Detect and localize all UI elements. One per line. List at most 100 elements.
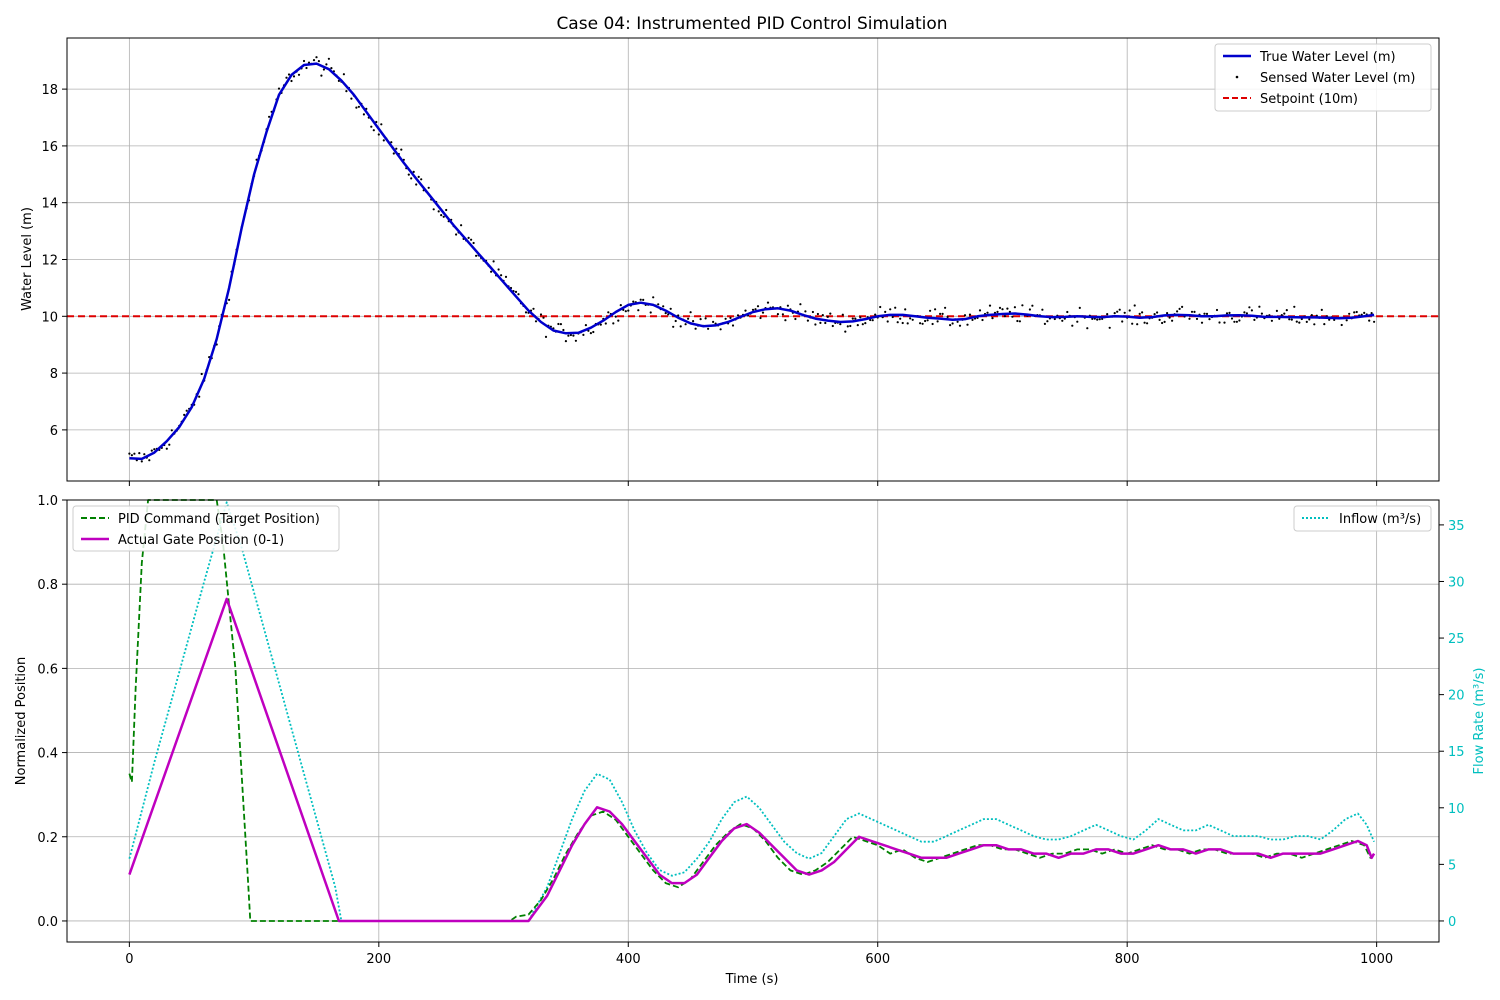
bottom-xtick-label: 0 bbox=[125, 952, 133, 967]
sensed-level-point bbox=[1345, 319, 1348, 322]
sensed-level-point bbox=[317, 60, 320, 63]
sensed-level-point bbox=[1108, 326, 1111, 329]
sensed-level-point bbox=[672, 325, 675, 328]
sensed-level-point bbox=[859, 316, 862, 319]
sensed-level-point bbox=[998, 306, 1002, 309]
sensed-level-point bbox=[392, 152, 395, 155]
sensed-level-point bbox=[440, 214, 443, 217]
sensed-level-point bbox=[879, 305, 882, 309]
sensed-level-point bbox=[1141, 311, 1144, 314]
sensed-level-point bbox=[1106, 313, 1109, 316]
sensed-level-point bbox=[377, 133, 380, 136]
sensed-level-point bbox=[375, 120, 378, 124]
sensed-level-point bbox=[811, 310, 815, 314]
sensed-level-point bbox=[1168, 316, 1171, 319]
sensed-level-point bbox=[931, 322, 934, 326]
sensed-level-point bbox=[228, 298, 231, 301]
sensed-level-point bbox=[130, 454, 133, 457]
sensed-level-point bbox=[692, 320, 695, 323]
sensed-level-point bbox=[754, 308, 757, 311]
top-grid bbox=[67, 38, 1439, 481]
sensed-level-point bbox=[592, 330, 595, 334]
sensed-level-point bbox=[1096, 318, 1099, 321]
sensed-level-point bbox=[395, 147, 398, 150]
bottom-right-legend-box bbox=[1293, 505, 1432, 532]
sensed-level-point bbox=[1013, 306, 1017, 309]
sensed-level-point bbox=[350, 97, 353, 100]
sensed-level-point bbox=[919, 322, 922, 325]
sensed-level-point bbox=[756, 305, 760, 308]
sensed-level-point bbox=[829, 312, 832, 315]
sensed-level-point bbox=[936, 320, 939, 323]
sensed-level-point bbox=[1290, 318, 1293, 321]
sensed-level-point bbox=[442, 215, 445, 218]
sensed-level-point bbox=[901, 321, 904, 325]
sensed-level-point bbox=[1188, 317, 1191, 320]
sensed-level-point bbox=[799, 303, 802, 306]
sensed-level-point bbox=[731, 324, 735, 327]
sensed-level-point bbox=[1190, 310, 1194, 313]
sensed-level-point bbox=[1308, 318, 1311, 321]
sensed-level-point bbox=[662, 305, 665, 308]
sensed-level-point bbox=[649, 311, 652, 314]
top-ytick-label: 8 bbox=[50, 367, 58, 382]
sensed-level-point bbox=[1128, 309, 1131, 312]
sensed-level-point bbox=[470, 238, 473, 241]
sensed-level-point bbox=[467, 236, 470, 239]
sensed-level-point bbox=[946, 315, 949, 319]
bottom-y2tick-label: 25 bbox=[1448, 632, 1465, 647]
top-series-layer bbox=[67, 56, 1439, 463]
bottom-ytick-label: 0.6 bbox=[37, 662, 58, 677]
sensed-level-point bbox=[1176, 310, 1179, 313]
sensed-level-point bbox=[1021, 304, 1024, 307]
sensed-level-point bbox=[1138, 312, 1141, 315]
sensed-level-point bbox=[1041, 308, 1044, 311]
sensed-level-point bbox=[794, 317, 797, 321]
sensed-level-point bbox=[427, 186, 430, 189]
sensed-level-point bbox=[1098, 318, 1101, 321]
sensed-level-point bbox=[1178, 307, 1181, 310]
sensed-level-point bbox=[460, 224, 463, 227]
sensed-level-point bbox=[372, 129, 375, 132]
sensed-level-point bbox=[934, 308, 937, 311]
sensed-level-point bbox=[694, 327, 697, 330]
sensed-level-point bbox=[759, 316, 762, 320]
sensed-level-point bbox=[819, 321, 822, 324]
sensed-level-point bbox=[816, 312, 820, 316]
sensed-level-point bbox=[1313, 323, 1316, 326]
sensed-level-point bbox=[1121, 320, 1124, 323]
sensed-level-point bbox=[357, 105, 360, 108]
sensed-level-point bbox=[1360, 313, 1363, 316]
sensed-level-point bbox=[150, 449, 153, 452]
sensed-level-point bbox=[1243, 311, 1246, 314]
sensed-level-point bbox=[1310, 314, 1313, 317]
sensed-level-point bbox=[944, 306, 947, 309]
bottom-xtick-label: 400 bbox=[616, 952, 641, 967]
sensed-level-point bbox=[826, 315, 829, 318]
sensed-level-point bbox=[370, 125, 373, 128]
sensed-level-point bbox=[978, 309, 982, 312]
sensed-level-point bbox=[963, 314, 967, 317]
top-legend: True Water Level (m) Sensed Water Level … bbox=[1214, 43, 1432, 112]
sensed-level-point bbox=[1253, 318, 1256, 321]
sensed-level-point bbox=[574, 339, 578, 342]
bottom-ytick-label: 0.0 bbox=[37, 915, 58, 930]
sensed-level-point bbox=[1283, 312, 1286, 315]
top-ylabel: Water Level (m) bbox=[20, 207, 35, 311]
sensed-level-point bbox=[679, 325, 682, 328]
sensed-level-point bbox=[712, 320, 715, 323]
sensed-level-point bbox=[846, 325, 849, 328]
bottom-y2tick-label: 5 bbox=[1448, 858, 1456, 873]
sensed-level-point bbox=[951, 322, 954, 325]
sensed-level-point bbox=[704, 317, 707, 320]
sensed-level-point bbox=[929, 309, 932, 312]
sensed-level-point bbox=[1061, 319, 1064, 322]
sensed-level-point bbox=[1091, 317, 1094, 320]
sensed-level-point bbox=[719, 328, 722, 331]
sensed-level-point bbox=[1008, 310, 1012, 313]
sensed-level-point bbox=[412, 170, 415, 173]
sensed-level-point bbox=[362, 113, 365, 116]
sensed-level-point bbox=[1353, 311, 1356, 314]
sensed-level-point bbox=[911, 318, 914, 321]
inflow-line bbox=[128, 501, 1375, 922]
